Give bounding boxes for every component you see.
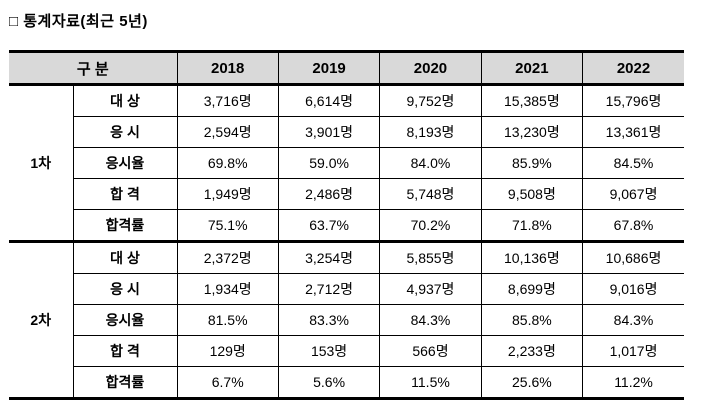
cell-value: 8,193명 (379, 116, 482, 148)
cell-value: 84.3% (582, 304, 684, 336)
section-label: 2차 (9, 240, 73, 399)
page-title: □ 통계자료(최근 5년) (9, 13, 148, 30)
cell-value: 85.8% (480, 304, 583, 336)
cell-value: 84.3% (379, 304, 482, 336)
cell-value: 13,361명 (582, 116, 684, 148)
header-year-2020: 2020 (379, 51, 482, 86)
statistics-table: 구 분 2018 2019 2020 2021 2022 1차 대 상 3,716명… (9, 50, 684, 400)
cell-value: 2,712명 (277, 273, 380, 305)
header-year-2019: 2019 (277, 51, 380, 86)
table-row: 합격률 75.1% 63.7% 70.2% 71.8% 67.8% (9, 209, 684, 242)
cell-value: 3,716명 (176, 84, 279, 117)
row-label: 합격률 (72, 209, 177, 242)
cell-value: 84.0% (379, 147, 482, 179)
cell-value: 6,614명 (277, 84, 380, 117)
row-label: 대 상 (72, 240, 177, 274)
cell-value: 1,017명 (582, 335, 684, 367)
cell-value: 83.3% (277, 304, 380, 336)
cell-value: 2,594명 (176, 116, 279, 148)
cell-value: 25.6% (480, 366, 583, 399)
cell-value: 15,385명 (480, 84, 583, 117)
table-row: 합격률 6.7% 5.6% 11.5% 25.6% 11.2% (9, 366, 684, 399)
cell-value: 15,796명 (582, 84, 684, 117)
cell-value: 67.8% (582, 209, 684, 242)
cell-value: 1,934명 (176, 273, 279, 305)
cell-value: 13,230명 (480, 116, 583, 148)
cell-value: 9,016명 (582, 273, 684, 305)
row-label: 합 격 (72, 335, 177, 367)
table-section-2차: 2차 대 상 2,372명 3,254명 5,855명 10,136명 10,686명 응 시… (9, 240, 684, 399)
row-label: 대 상 (72, 84, 177, 117)
cell-value: 566명 (379, 335, 482, 367)
cell-value: 84.5% (582, 147, 684, 179)
section-label: 1차 (30, 155, 52, 171)
header-year-2022: 2022 (582, 51, 684, 86)
cell-value: 9,067명 (582, 178, 684, 210)
row-label: 응시율 (72, 304, 177, 336)
cell-value: 6.7% (176, 366, 279, 399)
cell-value: 71.8% (480, 209, 583, 242)
cell-value: 9,752명 (379, 84, 482, 117)
cell-value: 129명 (176, 335, 279, 367)
cell-value: 2,233명 (480, 335, 583, 367)
cell-value: 3,254명 (277, 240, 380, 274)
cell-value: 81.5% (176, 304, 279, 336)
header-year-2018: 2018 (176, 51, 279, 86)
cell-value: 5,748명 (379, 178, 482, 210)
table-row: 응 시 1,934명 2,712명 4,937명 8,699명 9,016명 (9, 273, 684, 305)
cell-value: 59.0% (277, 147, 380, 179)
row-label: 응 시 (72, 273, 177, 305)
cell-value: 70.2% (379, 209, 482, 242)
table-header-row: 구 분 2018 2019 2020 2021 2022 (9, 51, 684, 86)
table-row: 2차 대 상 2,372명 3,254명 5,855명 10,136명 10,686명 (9, 240, 684, 399)
cell-value: 11.5% (379, 366, 482, 399)
table-row: 응 시 2,594명 3,901명 8,193명 13,230명 13,361명 (9, 116, 684, 148)
table-row: 응시율 81.5% 83.3% 84.3% 85.8% 84.3% (9, 304, 684, 336)
table-row: 합 격 129명 153명 566명 2,233명 1,017명 (9, 335, 684, 367)
header-year-2021: 2021 (480, 51, 583, 86)
cell-value: 5,855명 (379, 240, 482, 274)
table-section-1차: 1차 대 상 3,716명 6,614명 9,752명 15,385명 15,796명 응 시… (9, 84, 684, 242)
cell-value: 2,486명 (277, 178, 380, 210)
row-label: 합격률 (72, 366, 177, 399)
cell-value: 9,508명 (480, 178, 583, 210)
cell-value: 3,901명 (277, 116, 380, 148)
cell-value: 4,937명 (379, 273, 482, 305)
cell-value: 11.2% (582, 366, 684, 399)
table-row: 합 격 1,949명 2,486명 5,748명 9,508명 9,067명 (9, 178, 684, 210)
cell-value: 1,949명 (176, 178, 279, 210)
document-page: □ 통계자료(최근 5년) 구 분 2018 2019 2020 2021 20… (9, 13, 684, 400)
cell-value: 75.1% (176, 209, 279, 242)
row-label: 응시율 (72, 147, 177, 179)
cell-value: 69.8% (176, 147, 279, 179)
cell-value: 10,136명 (480, 240, 583, 274)
cell-value: 2,372명 (176, 240, 279, 274)
cell-value: 10,686명 (582, 240, 684, 274)
cell-value: 63.7% (277, 209, 380, 242)
table-row: 1차 대 상 3,716명 6,614명 9,752명 15,385명 15,796명 (9, 84, 684, 171)
cell-value: 85.9% (480, 147, 583, 179)
cell-value: 8,699명 (480, 273, 583, 305)
row-label: 응 시 (72, 116, 177, 148)
cell-value: 5.6% (277, 366, 380, 399)
header-category: 구 분 (9, 51, 177, 86)
cell-value: 153명 (277, 335, 380, 367)
table-row: 응시율 69.8% 59.0% 84.0% 85.9% 84.5% (9, 147, 684, 179)
row-label: 합 격 (72, 178, 177, 210)
